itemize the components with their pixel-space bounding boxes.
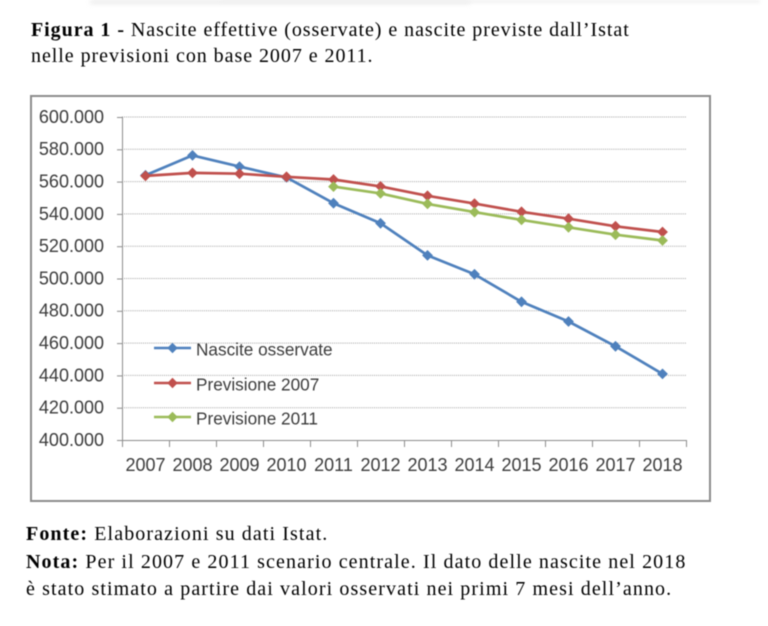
svg-text:Previsione 2007: Previsione 2007 bbox=[196, 375, 319, 395]
svg-text:600.000: 600.000 bbox=[39, 107, 104, 127]
svg-text:2010: 2010 bbox=[266, 455, 306, 475]
svg-text:500.000: 500.000 bbox=[39, 268, 104, 288]
svg-text:520.000: 520.000 bbox=[39, 236, 104, 256]
svg-text:2012: 2012 bbox=[360, 455, 400, 475]
svg-text:Previsione 2011: Previsione 2011 bbox=[196, 409, 318, 429]
svg-text:400.000: 400.000 bbox=[39, 430, 104, 450]
svg-text:580.000: 580.000 bbox=[39, 139, 104, 159]
svg-text:2016: 2016 bbox=[548, 455, 588, 475]
svg-text:460.000: 460.000 bbox=[39, 333, 104, 353]
svg-text:2009: 2009 bbox=[219, 455, 259, 475]
svg-text:2008: 2008 bbox=[172, 455, 212, 475]
svg-text:2018: 2018 bbox=[642, 455, 682, 475]
svg-text:2017: 2017 bbox=[595, 455, 635, 475]
svg-text:560.000: 560.000 bbox=[39, 172, 104, 192]
svg-text:420.000: 420.000 bbox=[39, 398, 104, 418]
svg-text:480.000: 480.000 bbox=[39, 301, 104, 321]
svg-text:2011: 2011 bbox=[314, 455, 353, 475]
svg-text:Nascite osservate: Nascite osservate bbox=[196, 340, 333, 360]
svg-text:440.000: 440.000 bbox=[39, 365, 104, 385]
svg-text:2015: 2015 bbox=[501, 455, 541, 475]
svg-text:540.000: 540.000 bbox=[39, 204, 104, 224]
svg-text:2014: 2014 bbox=[454, 455, 494, 475]
svg-text:2007: 2007 bbox=[125, 455, 165, 475]
svg-text:2013: 2013 bbox=[407, 455, 447, 475]
